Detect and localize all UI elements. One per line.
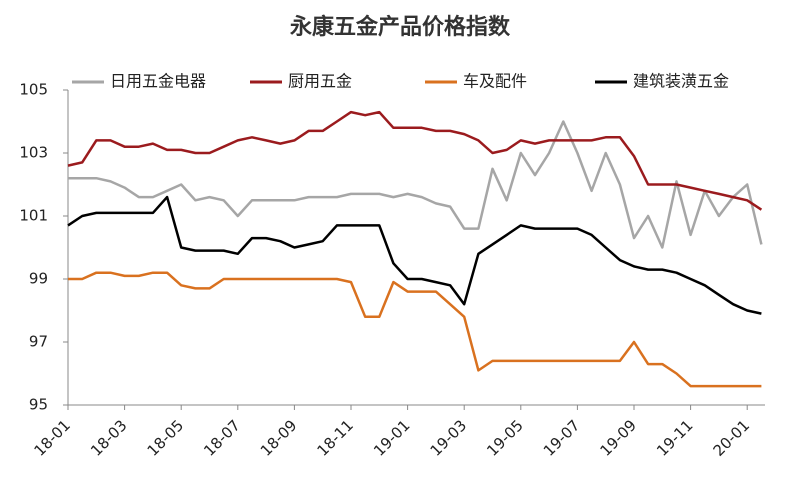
y-tick-label: 97 <box>29 333 48 351</box>
x-tick-label: 20-01 <box>710 416 754 460</box>
chart-title: 永康五金产品价格指数 <box>290 14 511 40</box>
x-tick-label: 19-09 <box>596 416 640 460</box>
x-tick-label: 18-07 <box>200 416 244 460</box>
series-line <box>68 271 762 388</box>
x-tick-label: 18-09 <box>257 416 301 460</box>
legend-label: 车及配件 <box>463 72 527 91</box>
x-tick-label: 18-11 <box>313 416 357 460</box>
x-tick-label: 19-05 <box>483 416 527 460</box>
x-tick-label: 19-07 <box>540 416 584 460</box>
legend-label: 厨用五金 <box>288 72 352 91</box>
x-tick-label: 18-01 <box>30 416 74 460</box>
legend-label: 建筑装潢五金 <box>633 72 729 91</box>
x-tick-label: 19-11 <box>653 416 697 460</box>
series-line <box>67 110 763 211</box>
x-tick-label: 19-03 <box>427 416 471 460</box>
series-line <box>67 195 762 315</box>
x-tick-label: 19-01 <box>370 416 414 460</box>
x-tick-label: 18-03 <box>87 416 131 460</box>
x-tick-label: 18-05 <box>144 416 188 460</box>
y-tick-label: 105 <box>19 81 48 99</box>
y-tick-label: 103 <box>19 144 48 162</box>
y-tick-label: 95 <box>29 396 48 414</box>
y-tick-label: 101 <box>19 207 48 225</box>
y-tick-label: 99 <box>29 270 48 288</box>
legend-label: 日用五金电器 <box>110 72 206 91</box>
series-line <box>68 120 763 249</box>
